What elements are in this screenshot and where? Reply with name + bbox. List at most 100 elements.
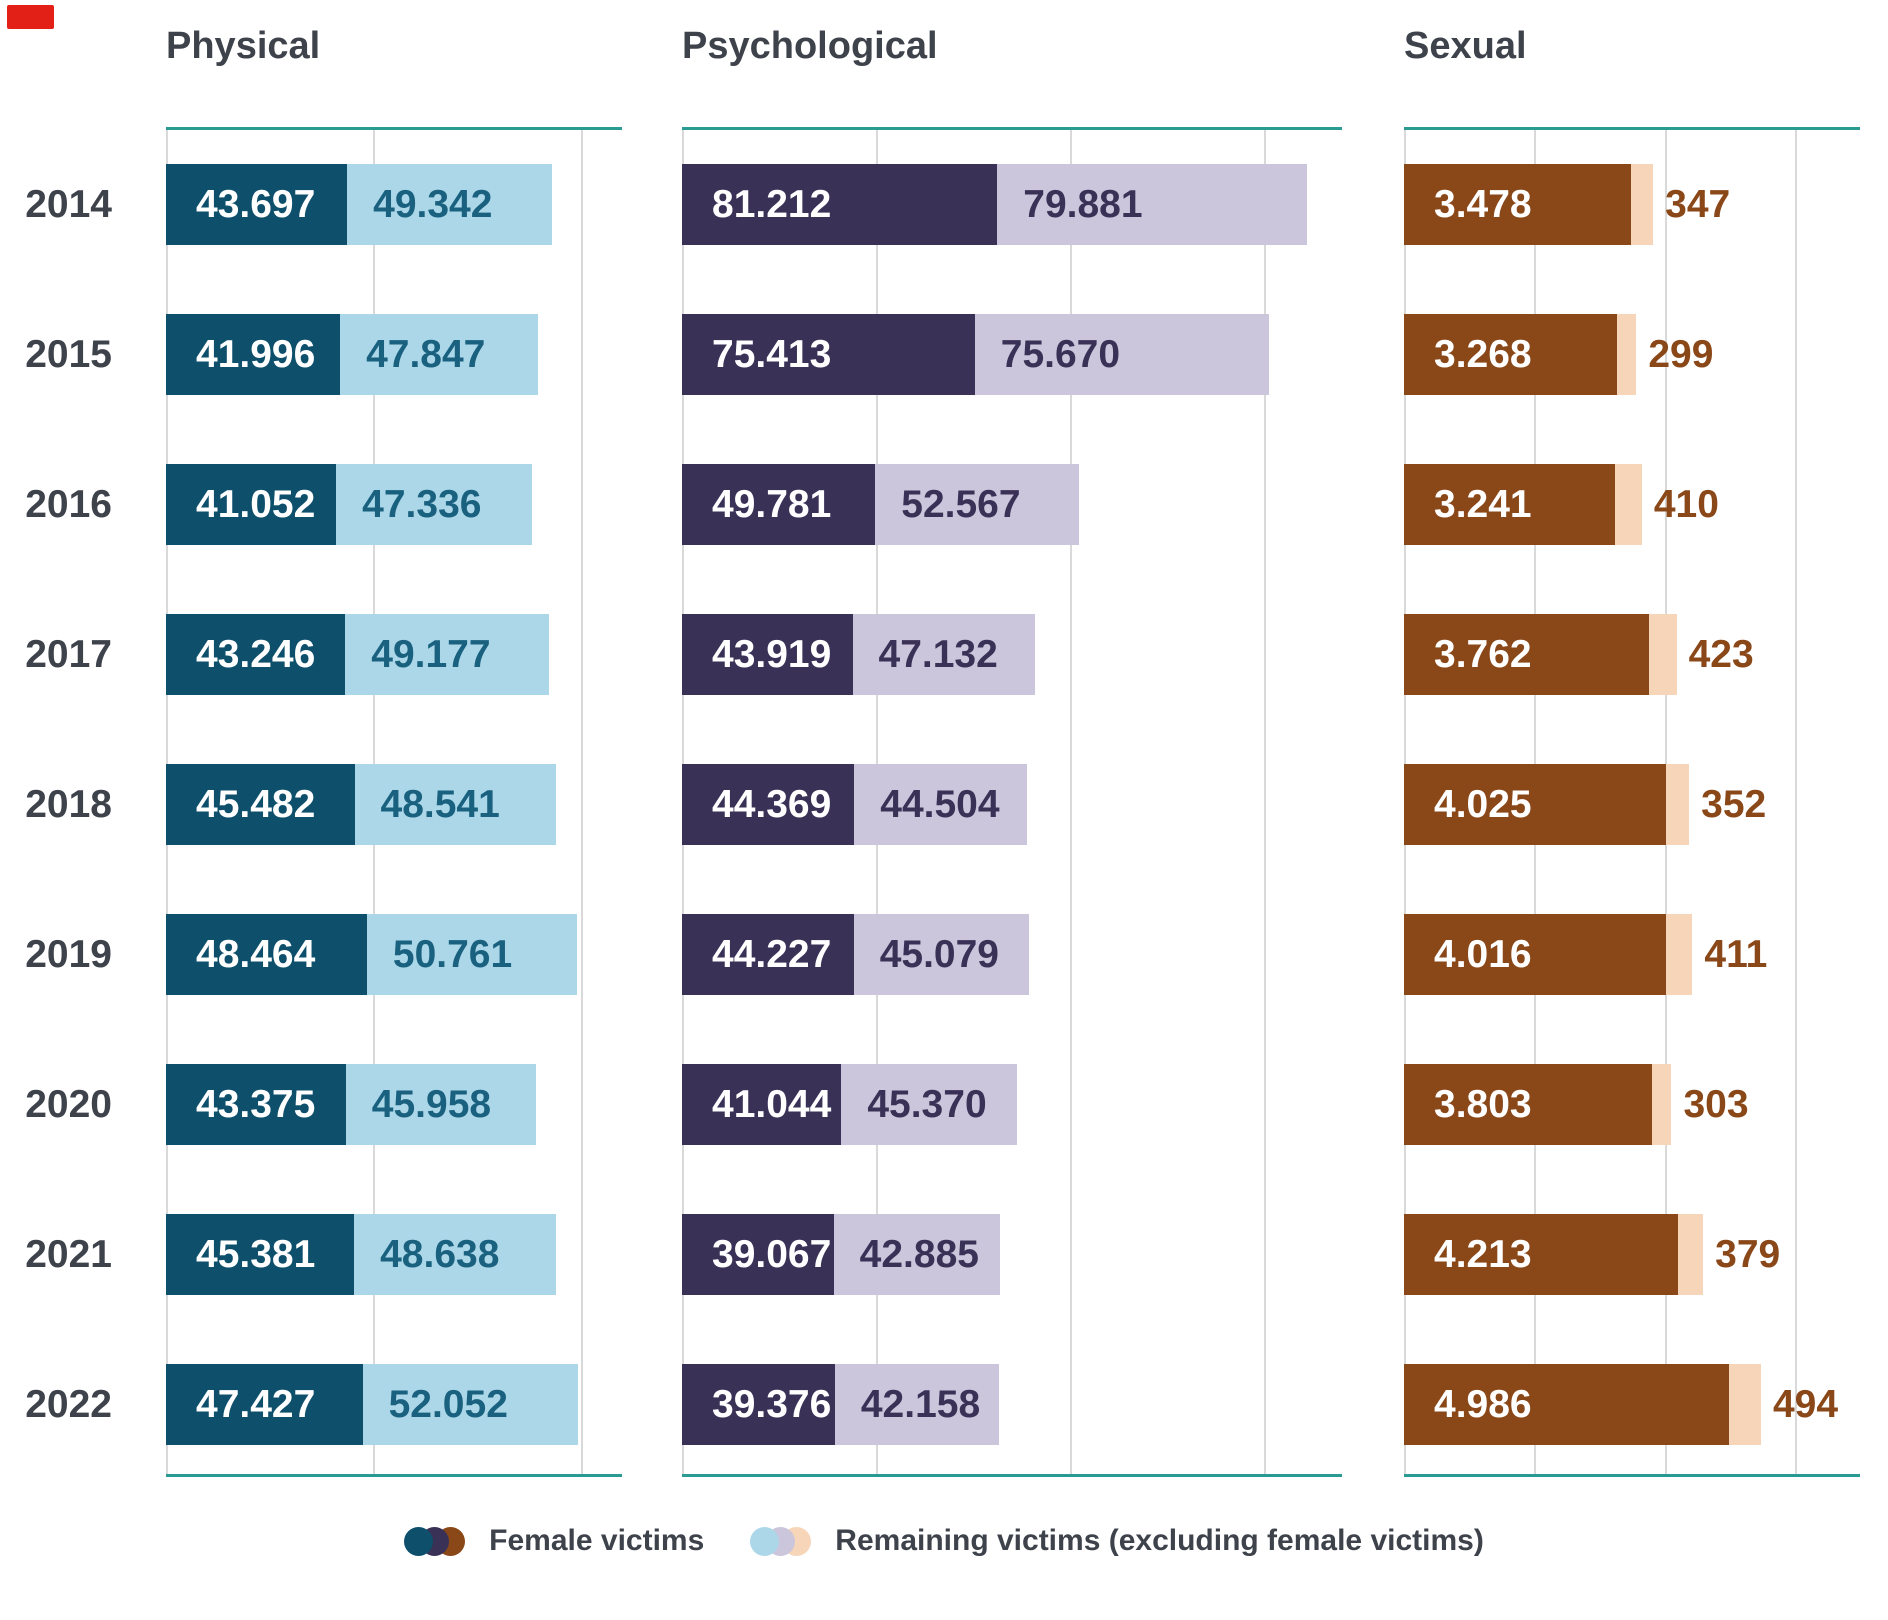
bar-value-label: 4.025 <box>1434 783 1532 826</box>
bar-value-label: 47.847 <box>366 333 486 376</box>
bar-female-segment: 43.919 <box>682 614 853 695</box>
year-label: 2020 <box>25 1083 112 1126</box>
bar-row-2022: 4.986 494 <box>1404 1364 1860 1445</box>
bar-female-segment: 43.246 <box>166 614 346 695</box>
bar-value-label: 45.958 <box>371 1083 492 1126</box>
bar-value-label: 43.697 <box>196 183 316 226</box>
gridline <box>1070 130 1073 1474</box>
bar-remaining-segment: 50.761 <box>366 914 578 995</box>
bar-remaining-segment: 47.132 <box>852 614 1036 695</box>
bar-female-segment: 3.241 <box>1404 464 1616 545</box>
bar-value-label: 379 <box>1715 1233 1781 1276</box>
panel-title-psychological: Psychological <box>682 25 938 67</box>
bar-row-2017: 3.762 423 <box>1404 614 1860 695</box>
legend-label-remaining: Remaining victims (excluding female vict… <box>835 1524 1484 1557</box>
bar-remaining-segment: 47.847 <box>340 314 539 395</box>
bar-remaining-segment: 48.638 <box>354 1214 556 1295</box>
bar-row-2016: 41.052 47.336 <box>166 464 622 545</box>
bar-value-label: 43.919 <box>712 633 832 676</box>
bar-value-label: 49.177 <box>371 633 491 676</box>
bar-remaining-segment <box>1678 1214 1704 1295</box>
bar-remaining-segment <box>1649 614 1677 695</box>
bar-row-2020: 43.375 45.958 <box>166 1064 622 1145</box>
bar-row-2016: 49.781 52.567 <box>682 464 1342 545</box>
bar-value-label: 41.052 <box>196 483 316 526</box>
bar-value-label: 81.212 <box>712 183 832 226</box>
axis-bottom-line <box>1404 1474 1860 1477</box>
bar-remaining-segment: 44.504 <box>854 764 1028 845</box>
bar-value-label: 47.336 <box>362 483 482 526</box>
year-label: 2015 <box>25 333 112 376</box>
bar-value-label: 3.762 <box>1434 633 1532 676</box>
panel-sexual: 3.478 347 3.268 299 3.241 410 3.762 423 4.025 352… <box>1404 127 1860 1477</box>
bar-value-label: 75.670 <box>1000 333 1121 376</box>
remaining-victims-swatch-icon <box>750 1526 812 1556</box>
bar-female-segment: 39.067 <box>682 1214 834 1295</box>
bar-remaining-segment: 75.670 <box>974 314 1269 395</box>
red-marker <box>7 5 54 29</box>
year-label: 2022 <box>25 1383 112 1426</box>
bar-value-label: 4.016 <box>1434 933 1532 976</box>
bar-row-2021: 45.381 48.638 <box>166 1214 622 1295</box>
bar-value-label: 48.541 <box>380 783 500 826</box>
bar-value-label: 44.504 <box>880 783 1000 826</box>
bar-remaining-segment <box>1615 464 1642 545</box>
panel-psychological: 81.212 79.881 75.413 75.670 49.781 52.567 43.9… <box>682 127 1342 1477</box>
axis-bottom-line <box>682 1474 1342 1477</box>
legend-item-female: Female victims <box>404 1524 704 1558</box>
bar-value-label: 45.381 <box>196 1233 316 1276</box>
bar-row-2017: 43.919 47.132 <box>682 614 1342 695</box>
year-label: 2017 <box>25 633 112 676</box>
legend-item-remaining: Remaining victims (excluding female vict… <box>750 1524 1484 1558</box>
bar-value-label: 3.241 <box>1434 483 1532 526</box>
bar-row-2014: 43.697 49.342 <box>166 164 622 245</box>
bar-female-segment: 45.381 <box>166 1214 355 1295</box>
bar-value-label: 411 <box>1704 933 1768 976</box>
panel-physical: 43.697 49.342 41.996 47.847 41.052 47.336 43.2… <box>166 127 622 1477</box>
bar-value-label: 44.369 <box>712 783 832 826</box>
bar-value-label: 52.567 <box>901 483 1021 526</box>
bar-value-label: 4.213 <box>1434 1233 1532 1276</box>
bar-value-label: 3.478 <box>1434 183 1532 226</box>
bar-remaining-segment: 45.370 <box>841 1064 1018 1145</box>
bar-female-segment: 47.427 <box>166 1364 363 1445</box>
bar-value-label: 47.132 <box>878 633 998 676</box>
legend-swatch-circle <box>750 1526 780 1556</box>
bar-value-label: 4.986 <box>1434 1383 1532 1426</box>
bar-female-segment: 81.212 <box>682 164 998 245</box>
bar-remaining-segment <box>1728 1364 1761 1445</box>
bar-row-2020: 3.803 303 <box>1404 1064 1860 1145</box>
bar-remaining-segment: 45.958 <box>345 1064 537 1145</box>
bar-value-label: 47.427 <box>196 1383 316 1426</box>
bar-value-label: 44.227 <box>712 933 832 976</box>
bar-female-segment: 41.052 <box>166 464 337 545</box>
bar-row-2016: 3.241 410 <box>1404 464 1860 545</box>
gridline <box>580 130 583 1474</box>
bar-remaining-segment: 52.052 <box>362 1364 579 1445</box>
bar-row-2014: 3.478 347 <box>1404 164 1860 245</box>
bar-remaining-segment <box>1630 164 1654 245</box>
bar-remaining-segment: 49.177 <box>345 614 550 695</box>
axis-top-line <box>682 127 1342 130</box>
year-label: 2021 <box>25 1233 112 1276</box>
bar-value-label: 3.268 <box>1434 333 1532 376</box>
bar-value-label: 49.342 <box>373 183 493 226</box>
bar-remaining-segment: 52.567 <box>875 464 1080 545</box>
bar-remaining-segment <box>1666 764 1690 845</box>
legend: Female victims Remaining victims (exclud… <box>0 1524 1888 1558</box>
bar-female-segment: 49.781 <box>682 464 876 545</box>
bar-value-label: 41.044 <box>712 1083 832 1126</box>
bar-row-2019: 48.464 50.761 <box>166 914 622 995</box>
bar-value-label: 45.482 <box>196 783 316 826</box>
bar-female-segment: 4.213 <box>1404 1214 1679 1295</box>
axis-top-line <box>1404 127 1860 130</box>
bar-female-segment: 4.986 <box>1404 1364 1729 1445</box>
bar-row-2019: 4.016 411 <box>1404 914 1860 995</box>
bar-value-label: 347 <box>1665 183 1731 226</box>
panel-title-sexual: Sexual <box>1404 25 1527 67</box>
bar-value-label: 48.638 <box>380 1233 500 1276</box>
bar-remaining-segment <box>1651 1064 1672 1145</box>
bar-female-segment: 4.016 <box>1404 914 1666 995</box>
bar-value-label: 79.881 <box>1023 183 1143 226</box>
bar-value-label: 423 <box>1688 633 1754 676</box>
